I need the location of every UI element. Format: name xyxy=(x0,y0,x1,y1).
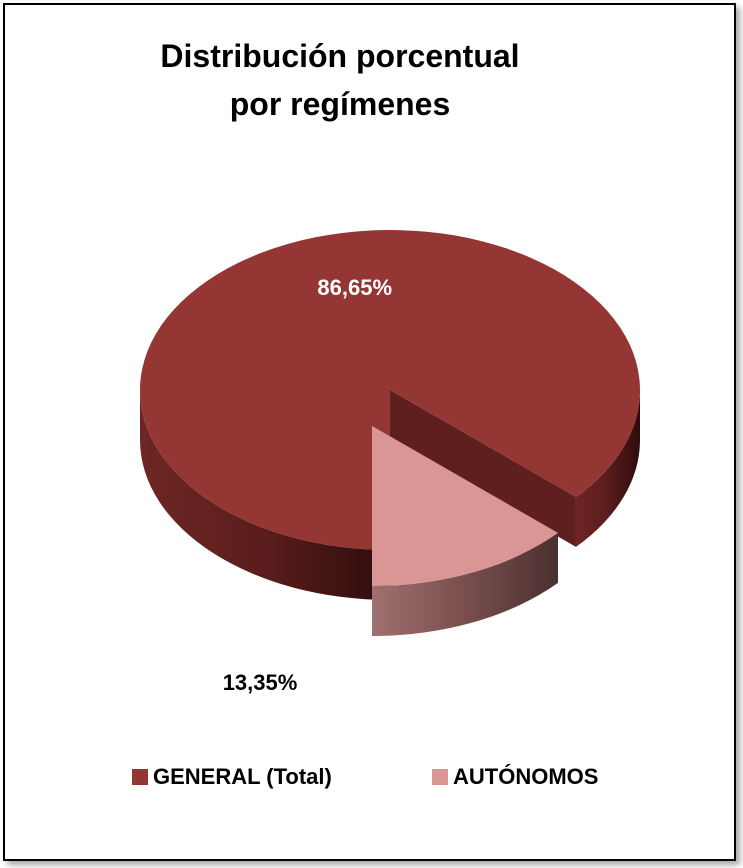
slice-autonomos xyxy=(372,426,558,586)
chart-title-line1: Distribución porcentual xyxy=(160,38,520,74)
data-label-autonomos: 13,35% xyxy=(223,670,298,695)
legend-label-autonomos: AUTÓNOMOS xyxy=(453,764,599,789)
legend-swatch-autonomos xyxy=(432,769,448,785)
legend-swatch-general xyxy=(132,769,148,785)
legend-item-general: GENERAL (Total) xyxy=(132,764,332,790)
slice-general-side-1 xyxy=(575,390,641,547)
data-label-general: 86,65% xyxy=(317,275,392,300)
slice-autonomos-side-0 xyxy=(372,532,558,636)
slice-general-wall-1 xyxy=(390,390,576,547)
chart-title-line2: por regímenes xyxy=(229,86,451,122)
slice-general-side-0 xyxy=(140,390,390,600)
legend: GENERAL (Total) AUTÓNOMOS xyxy=(0,762,743,792)
legend-label-general: GENERAL (Total) xyxy=(153,764,332,789)
legend-item-autonomos: AUTÓNOMOS xyxy=(432,764,598,790)
slice-general xyxy=(140,230,641,550)
